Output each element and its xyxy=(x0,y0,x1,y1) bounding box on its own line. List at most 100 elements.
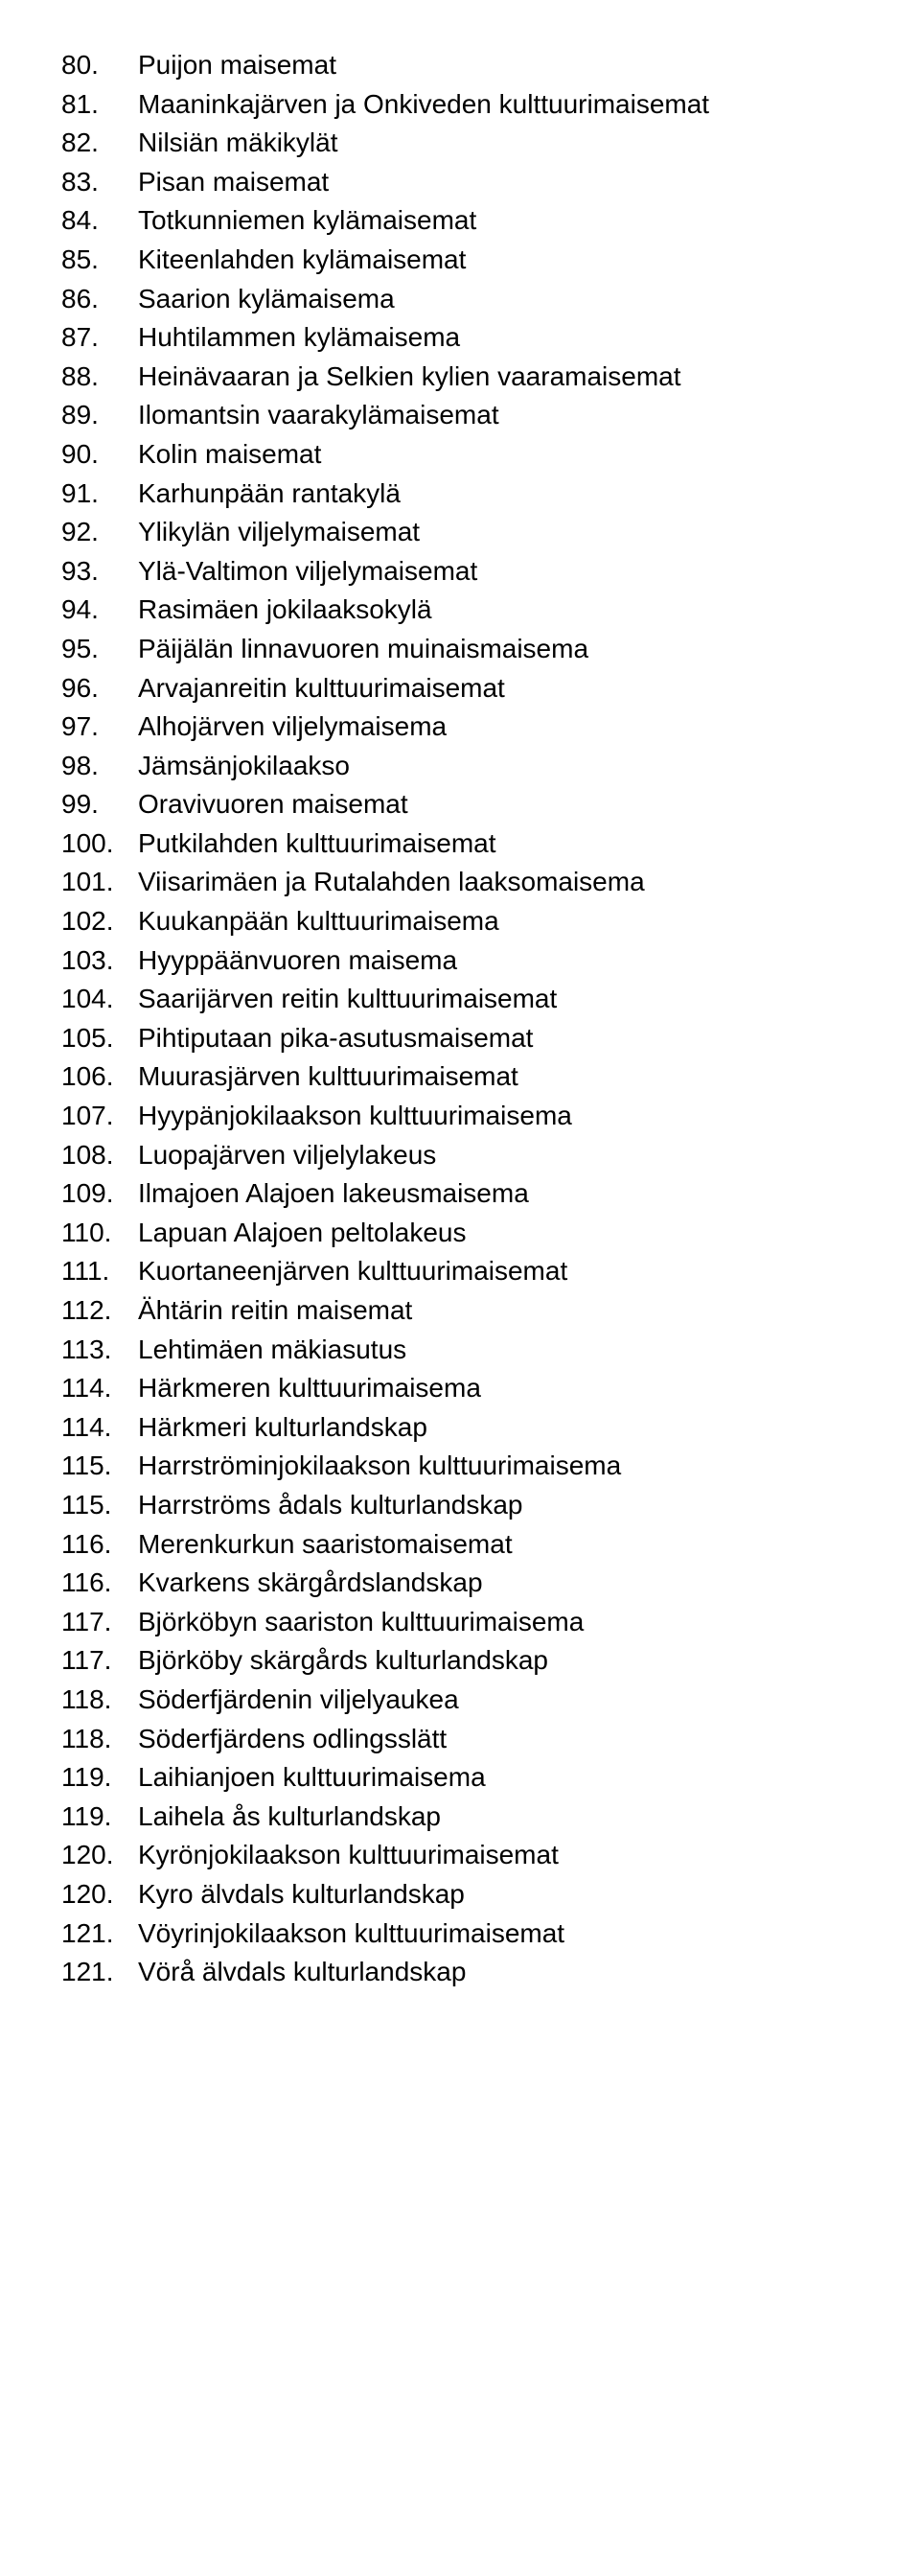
item-number: 83. xyxy=(61,163,138,202)
list-item: 110.Lapuan Alajoen peltolakeus xyxy=(61,1214,859,1253)
item-number: 121. xyxy=(61,1953,138,1992)
item-label: Kuukanpään kulttuurimaisema xyxy=(138,902,859,941)
list-item: 87.Huhtilammen kylämaisema xyxy=(61,318,859,358)
list-item: 85.Kiteenlahden kylämaisemat xyxy=(61,241,859,280)
item-label: Härkmeri kulturlandskap xyxy=(138,1408,859,1448)
item-number: 99. xyxy=(61,785,138,824)
list-item: 104.Saarijärven reitin kulttuurimaisemat xyxy=(61,980,859,1019)
list-item: 80.Puijon maisemat xyxy=(61,46,859,85)
item-label: Merenkurkun saaristomaisemat xyxy=(138,1525,859,1565)
item-label: Söderfjärdens odlingsslätt xyxy=(138,1720,859,1759)
item-number: 88. xyxy=(61,358,138,397)
item-label: Putkilahden kulttuurimaisemat xyxy=(138,824,859,864)
list-item: 102.Kuukanpään kulttuurimaisema xyxy=(61,902,859,941)
item-number: 120. xyxy=(61,1875,138,1915)
item-label: Ylikylän viljelymaisemat xyxy=(138,513,859,552)
item-label: Söderfjärdenin viljelyaukea xyxy=(138,1681,859,1720)
item-number: 81. xyxy=(61,85,138,125)
item-label: Jämsänjokilaakso xyxy=(138,747,859,786)
item-number: 110. xyxy=(61,1214,138,1253)
item-label: Päijälän linnavuoren muinaismaisema xyxy=(138,630,859,669)
item-label: Ilmajoen Alajoen lakeusmaisema xyxy=(138,1174,859,1214)
item-number: 94. xyxy=(61,591,138,630)
list-item: 92.Ylikylän viljelymaisemat xyxy=(61,513,859,552)
item-number: 106. xyxy=(61,1057,138,1097)
list-item: 107.Hyypänjokilaakson kulttuurimaisema xyxy=(61,1097,859,1136)
item-label: Viisarimäen ja Rutalahden laaksomaisema xyxy=(138,863,859,902)
item-label: Arvajanreitin kulttuurimaisemat xyxy=(138,669,859,708)
item-number: 120. xyxy=(61,1836,138,1875)
item-number: 84. xyxy=(61,201,138,241)
list-item: 108.Luopajärven viljelylakeus xyxy=(61,1136,859,1175)
item-number: 115. xyxy=(61,1447,138,1486)
item-number: 102. xyxy=(61,902,138,941)
list-item: 116.Kvarkens skärgårdslandskap xyxy=(61,1564,859,1603)
list-item: 95.Päijälän linnavuoren muinaismaisema xyxy=(61,630,859,669)
item-label: Alhojärven viljelymaisema xyxy=(138,708,859,747)
list-item: 82.Nilsiän mäkikylät xyxy=(61,124,859,163)
item-number: 115. xyxy=(61,1486,138,1525)
item-label: Vörå älvdals kulturlandskap xyxy=(138,1953,859,1992)
item-label: Harrströminjokilaakson kulttuurimaisema xyxy=(138,1447,859,1486)
item-number: 104. xyxy=(61,980,138,1019)
item-number: 95. xyxy=(61,630,138,669)
item-label: Laihela ås kulturlandskap xyxy=(138,1798,859,1837)
list-item: 114.Härkmeri kulturlandskap xyxy=(61,1408,859,1448)
item-label: Puijon maisemat xyxy=(138,46,859,85)
list-item: 115.Harrströminjokilaakson kulttuurimais… xyxy=(61,1447,859,1486)
item-label: Nilsiän mäkikylät xyxy=(138,124,859,163)
list-item: 98.Jämsänjokilaakso xyxy=(61,747,859,786)
item-number: 98. xyxy=(61,747,138,786)
list-item: 109.Ilmajoen Alajoen lakeusmaisema xyxy=(61,1174,859,1214)
item-number: 97. xyxy=(61,708,138,747)
list-item: 117.Björköby skärgårds kulturlandskap xyxy=(61,1641,859,1681)
list-item: 105.Pihtiputaan pika-asutusmaisemat xyxy=(61,1019,859,1058)
list-item: 118.Söderfjärdenin viljelyaukea xyxy=(61,1681,859,1720)
item-label: Saarion kylämaisema xyxy=(138,280,859,319)
list-item: 119.Laihianjoen kulttuurimaisema xyxy=(61,1758,859,1798)
list-item: 96.Arvajanreitin kulttuurimaisemat xyxy=(61,669,859,708)
list-item: 93.Ylä-Valtimon viljelymaisemat xyxy=(61,552,859,592)
item-label: Muurasjärven kulttuurimaisemat xyxy=(138,1057,859,1097)
item-label: Ähtärin reitin maisemat xyxy=(138,1291,859,1331)
list-item: 99.Oravivuoren maisemat xyxy=(61,785,859,824)
item-label: Pisan maisemat xyxy=(138,163,859,202)
list-item: 120.Kyrönjokilaakson kulttuurimaisemat xyxy=(61,1836,859,1875)
item-number: 82. xyxy=(61,124,138,163)
list-item: 90.Kolin maisemat xyxy=(61,435,859,475)
item-label: Huhtilammen kylämaisema xyxy=(138,318,859,358)
item-number: 111. xyxy=(61,1252,138,1291)
item-label: Ylä-Valtimon viljelymaisemat xyxy=(138,552,859,592)
item-label: Oravivuoren maisemat xyxy=(138,785,859,824)
item-number: 116. xyxy=(61,1564,138,1603)
list-item: 101.Viisarimäen ja Rutalahden laaksomais… xyxy=(61,863,859,902)
list-item: 84.Totkunniemen kylämaisemat xyxy=(61,201,859,241)
item-number: 114. xyxy=(61,1369,138,1408)
list-item: 83.Pisan maisemat xyxy=(61,163,859,202)
item-number: 119. xyxy=(61,1758,138,1798)
item-label: Kiteenlahden kylämaisemat xyxy=(138,241,859,280)
list-item: 106.Muurasjärven kulttuurimaisemat xyxy=(61,1057,859,1097)
item-number: 121. xyxy=(61,1915,138,1954)
item-number: 85. xyxy=(61,241,138,280)
list-item: 115.Harrströms ådals kulturlandskap xyxy=(61,1486,859,1525)
item-label: Rasimäen jokilaaksokylä xyxy=(138,591,859,630)
list-item: 103.Hyyppäänvuoren maisema xyxy=(61,941,859,981)
item-number: 103. xyxy=(61,941,138,981)
item-number: 108. xyxy=(61,1136,138,1175)
list-item: 117.Björköbyn saariston kulttuurimaisema xyxy=(61,1603,859,1642)
list-item: 94.Rasimäen jokilaaksokylä xyxy=(61,591,859,630)
item-label: Vöyrinjokilaakson kulttuurimaisemat xyxy=(138,1915,859,1954)
item-label: Maaninkajärven ja Onkiveden kulttuurimai… xyxy=(138,85,859,125)
item-number: 92. xyxy=(61,513,138,552)
item-number: 112. xyxy=(61,1291,138,1331)
item-label: Kyrönjokilaakson kulttuurimaisemat xyxy=(138,1836,859,1875)
list-item: 89.Ilomantsin vaarakylämaisemat xyxy=(61,396,859,435)
item-label: Kuortaneenjärven kulttuurimaisemat xyxy=(138,1252,859,1291)
list-item: 88.Heinävaaran ja Selkien kylien vaarama… xyxy=(61,358,859,397)
item-number: 80. xyxy=(61,46,138,85)
item-label: Heinävaaran ja Selkien kylien vaaramaise… xyxy=(138,358,859,397)
item-number: 100. xyxy=(61,824,138,864)
list-item: 111.Kuortaneenjärven kulttuurimaisemat xyxy=(61,1252,859,1291)
item-label: Lapuan Alajoen peltolakeus xyxy=(138,1214,859,1253)
